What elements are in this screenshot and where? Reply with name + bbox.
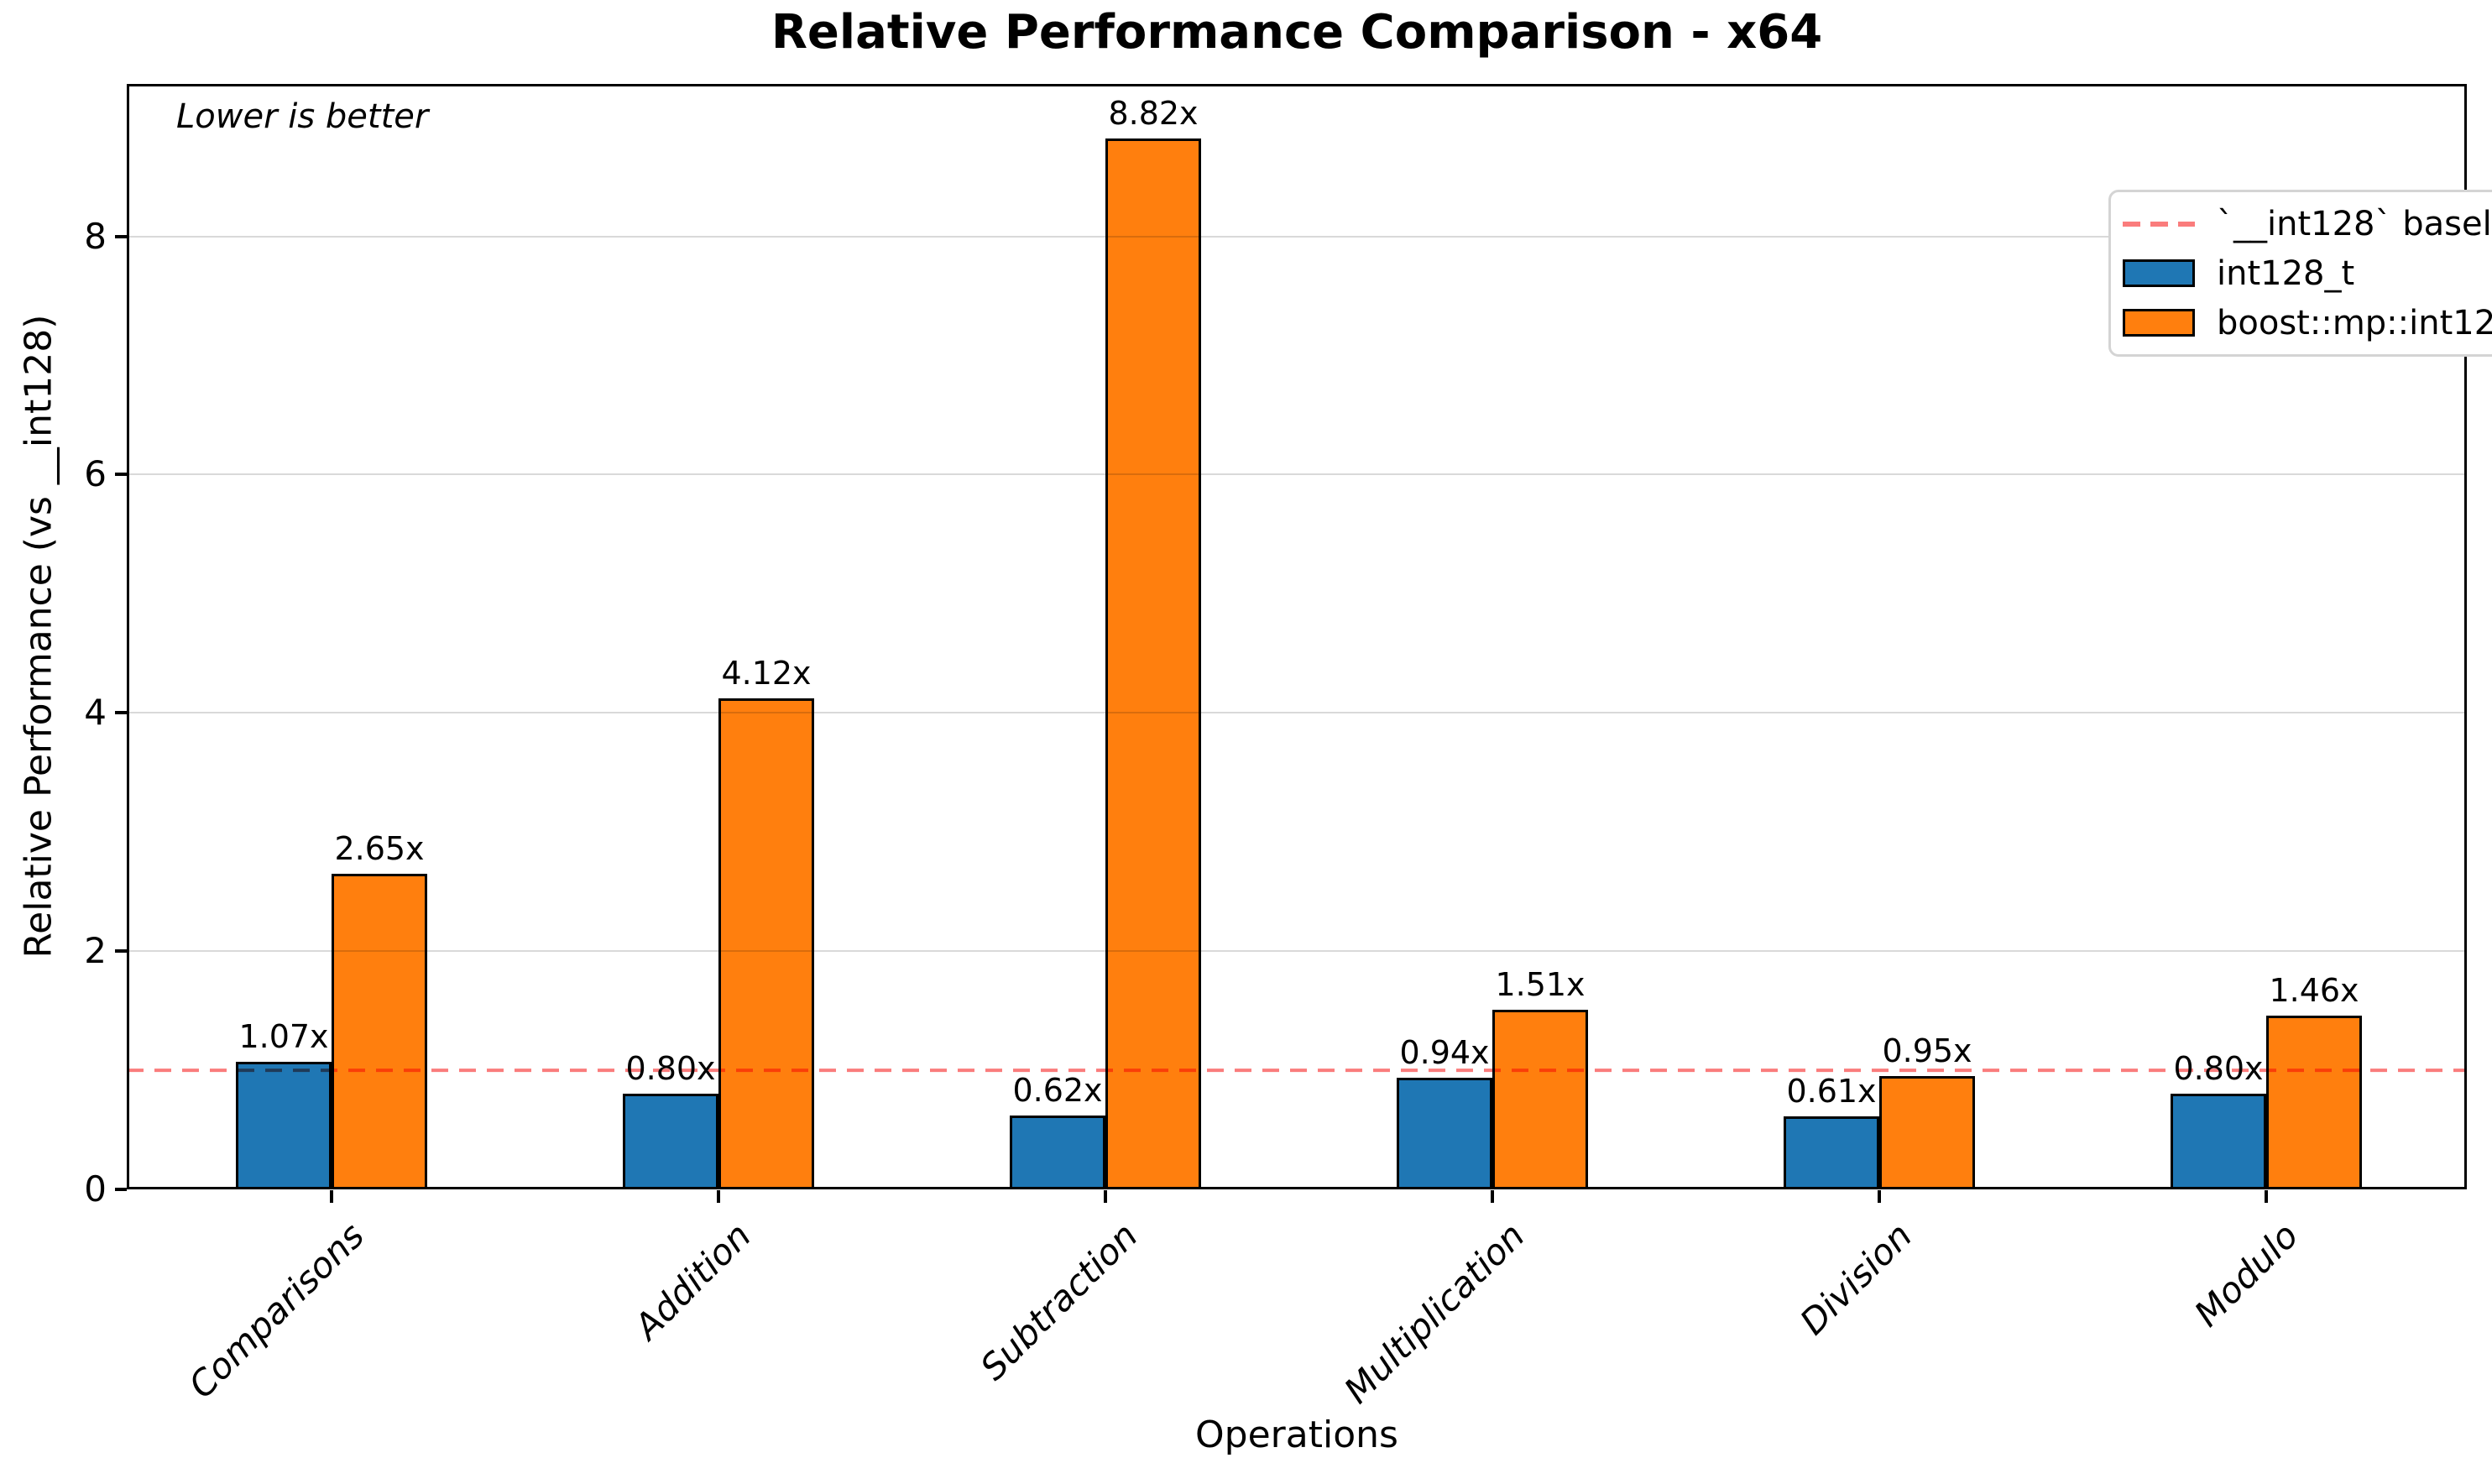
y-tick-label-0: 0 [84, 1168, 107, 1210]
spine-top [127, 84, 2467, 86]
bar-value-label: 0.94x [1399, 1033, 1490, 1071]
bar-value-label: 4.12x [721, 655, 812, 692]
bar-boost-mp-int128-t-subtraction [1105, 138, 1201, 1189]
x-tick-mark-comparisons [330, 1190, 333, 1203]
x-tick-mark-multiplication [1491, 1190, 1494, 1203]
bar-boost-mp-int128-t-addition [718, 698, 814, 1189]
y-axis-label: Relative Performance (vs __int128) [17, 314, 60, 959]
legend-item-baseline: `__int128` baseline [2123, 205, 2492, 243]
gridline-y-4 [127, 712, 2467, 714]
x-tick-label-multiplication: Multiplication [1335, 1215, 1533, 1412]
baseline-dashed-line [127, 1069, 2467, 1073]
x-axis-label: Operations [1195, 1413, 1398, 1456]
series-swatch-boost-mp-int128_t [2123, 309, 2195, 337]
bar-value-label: 1.07x [238, 1018, 329, 1056]
x-tick-label-subtraction: Subtraction [972, 1215, 1146, 1388]
legend-label-boost-mp-int128_t: boost::mp::int128_t [2217, 303, 2492, 342]
y-tick-mark-8 [115, 234, 127, 238]
y-tick-label-8: 8 [84, 215, 107, 257]
bar-value-label: 2.65x [334, 829, 425, 867]
x-tick-label-addition: Addition [626, 1215, 759, 1348]
x-tick-mark-modulo [2265, 1190, 2268, 1203]
bar-value-label: 8.82x [1108, 95, 1199, 133]
bar-boost-mp-int128-t-division [1879, 1076, 1975, 1189]
y-tick-mark-4 [115, 711, 127, 715]
spine-bottom [127, 1187, 2467, 1189]
spine-left [127, 84, 129, 1189]
x-tick-mark-addition [717, 1190, 720, 1203]
bar-value-label: 0.61x [1786, 1073, 1877, 1110]
legend-item-boost-mp-int128_t: boost::mp::int128_t [2123, 304, 2492, 342]
gridline-y-2 [127, 950, 2467, 953]
plot-area: 1.07x 0.80x 0.62x 0.94x 0.61x 0.80x 2.65x 4.12x… [127, 84, 2492, 1189]
legend-label-int128_t: int128_t [2217, 253, 2355, 293]
bar-int128-t-division [1784, 1116, 1879, 1189]
bar-int128-t-modulo [2171, 1094, 2266, 1189]
legend: `__int128` baseline int128_t boost::mp::… [2108, 190, 2492, 357]
x-tick-label-division: Division [1791, 1215, 1920, 1343]
y-tick-mark-2 [115, 949, 127, 954]
bar-value-label: 1.46x [2269, 971, 2359, 1009]
x-tick-label-comparisons: Comparisons [180, 1215, 372, 1407]
y-tick-label-2: 2 [84, 930, 107, 972]
bar-value-label: 0.95x [1882, 1032, 1972, 1070]
bar-int128-t-subtraction [1010, 1116, 1105, 1189]
x-tick-mark-subtraction [1104, 1190, 1107, 1203]
bar-int128-t-multiplication [1397, 1077, 1492, 1189]
bar-boost-mp-int128-t-modulo [2266, 1015, 2362, 1189]
baseline-line-swatch [2123, 221, 2195, 227]
bar-value-label: 0.62x [1012, 1072, 1103, 1109]
gridline-y-8 [127, 235, 2467, 238]
bar-value-label: 1.51x [1495, 965, 1586, 1003]
gridline-y-6 [127, 473, 2467, 476]
y-tick-label-6: 6 [84, 453, 107, 495]
bar-value-label: 0.80x [2173, 1050, 2264, 1088]
series-swatch-int128_t [2123, 259, 2195, 287]
bar-boost-mp-int128-t-comparisons [332, 873, 427, 1189]
chart-title: Relative Performance Comparison - x64 [771, 5, 1823, 60]
bar-value-label: 0.80x [625, 1050, 716, 1088]
legend-label-baseline: `__int128` baseline [2217, 204, 2492, 243]
y-tick-mark-6 [115, 473, 127, 477]
spine-right [2464, 84, 2467, 1189]
y-tick-mark-0 [115, 1188, 127, 1191]
lower-is-better-note: Lower is better [176, 97, 429, 136]
x-tick-label-modulo: Modulo [2186, 1215, 2307, 1335]
y-tick-label-4: 4 [84, 692, 107, 734]
x-tick-mark-division [1878, 1190, 1881, 1203]
legend-item-int128_t: int128_t [2123, 254, 2492, 293]
